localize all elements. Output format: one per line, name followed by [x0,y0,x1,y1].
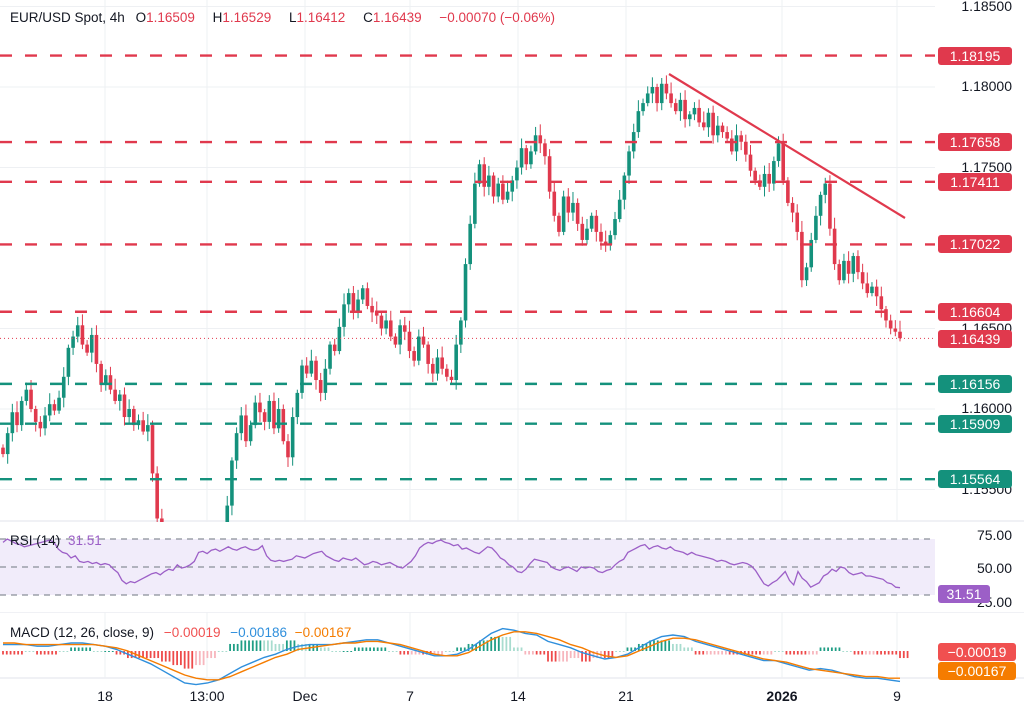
rsi-value: 31.51 [68,533,102,548]
rsi-legend: RSI (14) 31.51 [10,533,102,548]
last-price-tag: 1.16439 [938,330,1012,349]
symbol-title: EUR/USD Spot, 4h [10,10,125,25]
open-key: O [135,10,147,25]
macd-title: MACD (12, 26, close, 9) [10,625,155,640]
open-value: 1.16509 [146,10,195,25]
time-tick-label: 14 [510,688,526,704]
level-tag-support: 1.15909 [938,414,1012,433]
level-tag-resistance: 1.17411 [938,172,1012,191]
time-tick-label: 18 [97,688,113,704]
time-tick-label: 9 [893,688,901,704]
level-tag-resistance: 1.18195 [938,46,1012,65]
price-tick-label: 1.18500 [961,0,1012,14]
price-tick-label: 1.16000 [961,400,1012,416]
time-tick-label: 13:00 [189,688,225,704]
time-tick-label: Dec [292,688,318,704]
macd-hist-tag: −0.00019 [938,643,1016,661]
level-tag-resistance: 1.16604 [938,302,1012,321]
high-key: H [212,10,223,25]
time-tick-label: 21 [618,688,634,704]
low-value: 1.16412 [296,10,346,25]
macd-legend: MACD (12, 26, close, 9) −0.00019 −0.0018… [10,625,351,640]
macd-hist-value: −0.00019 [163,625,221,640]
level-tag-resistance: 1.17022 [938,235,1012,254]
low-key: L [288,10,297,25]
rsi-level-75: 75.00 [976,527,1012,543]
macd-line-value: −0.00186 [230,625,287,640]
macd-signal-tag: −0.00167 [938,662,1016,680]
rsi-value-tag: 31.51 [938,585,990,603]
level-tag-support: 1.15564 [938,470,1012,489]
close-value: 1.16439 [372,10,422,25]
high-value: 1.16529 [222,10,272,25]
rsi-title: RSI (14) [10,533,61,548]
level-tag-support: 1.16156 [938,374,1012,393]
macd-signal-value: −0.00167 [294,625,352,640]
time-tick-label: 2026 [766,688,798,704]
close-key: C [363,10,373,25]
price-tick-label: 1.18000 [961,78,1012,94]
price-tick-label: 1.17500 [961,158,1012,175]
level-tag-resistance: 1.17658 [938,133,1012,152]
ohlc-legend: EUR/USD Spot, 4h O1.16509 H1.16529 L1.16… [10,10,562,25]
time-tick-label: 7 [406,688,414,704]
change-value: −0.00070 (−0.06%) [439,10,555,25]
rsi-level-50: 50.00 [976,560,1012,576]
